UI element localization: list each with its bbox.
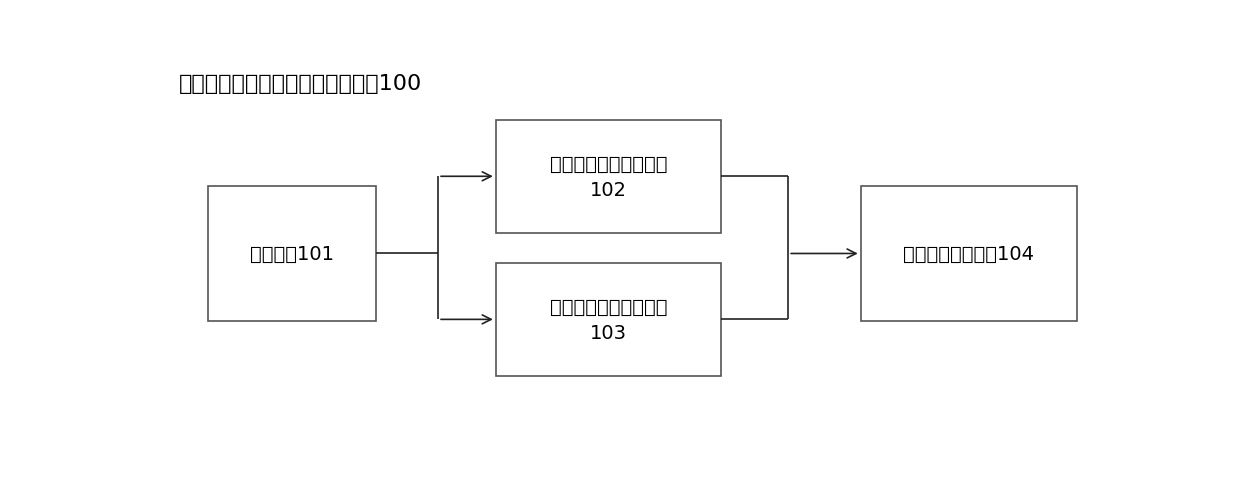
Bar <box>861 186 1077 322</box>
Bar <box>496 121 721 233</box>
Text: 判断模块101: 判断模块101 <box>250 244 333 264</box>
Text: 获取剩余电量模块104: 获取剩余电量模块104 <box>903 244 1035 264</box>
Text: 显示移动终端电池剩余电量的装置100: 显示移动终端电池剩余电量的装置100 <box>178 74 422 94</box>
Text: 第一获取显示电压模块
102: 第一获取显示电压模块 102 <box>550 154 668 200</box>
Bar <box>496 264 721 376</box>
Bar <box>208 186 375 322</box>
Text: 第二获取显示电压模块
103: 第二获取显示电压模块 103 <box>550 297 668 343</box>
